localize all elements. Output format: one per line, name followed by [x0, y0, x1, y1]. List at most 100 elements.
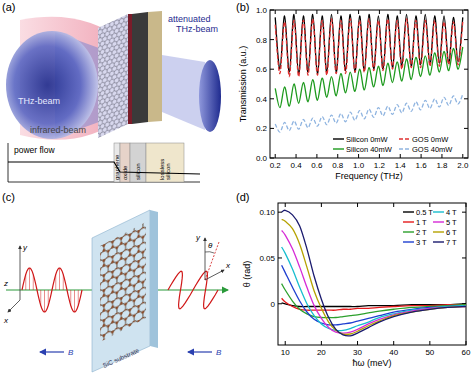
label-line: lossless: [159, 159, 165, 180]
polarization-line: [205, 242, 219, 280]
legend-label: 2 T: [416, 228, 427, 237]
label-line: attenuated: [168, 14, 211, 24]
axis-arrow: [8, 300, 20, 312]
x-tick: [379, 154, 380, 158]
series-line: [282, 230, 466, 333]
x-tick: [441, 10, 442, 14]
panel-c: (c)SiC substrateyxzθyxBB: [2, 191, 231, 372]
y-tick-label: 0: [271, 300, 276, 309]
plot-frame: [278, 203, 466, 345]
thz-beam: [6, 31, 98, 139]
y-axis-label: Transmission (a.u.): [238, 46, 248, 123]
panel-label: (c): [2, 191, 15, 203]
legend-label: Silicon 0mW: [346, 135, 389, 144]
x-tick-label: 60: [462, 348, 471, 357]
legend-swatch: [333, 148, 344, 149]
x-tick-label: 1.4: [395, 161, 407, 170]
x-tick: [393, 341, 394, 345]
y-tick: [464, 10, 468, 11]
y-axis-label: θ (rad): [242, 261, 252, 288]
y-tick-label: 0.6: [256, 65, 268, 74]
series-line: [282, 284, 466, 318]
power-flow-curve: [8, 162, 200, 174]
layer-column: [130, 143, 146, 182]
axis-arrow: [205, 270, 224, 280]
series-line: [275, 47, 463, 108]
x-tick: [462, 10, 463, 14]
legend-swatch: [403, 211, 414, 212]
legend-label: 7 T: [446, 238, 457, 247]
y-tick: [464, 128, 468, 129]
wave-field: [25, 274, 26, 290]
y-tick-label: 0.4: [256, 95, 268, 104]
legend-swatch: [399, 138, 410, 139]
label-line: THz-beam: [176, 24, 218, 34]
y-tick: [278, 257, 282, 258]
label-line: silicon: [166, 163, 172, 180]
x-tick-label: 1.0: [353, 161, 365, 170]
legend-label: 6 T: [446, 228, 457, 237]
series-group: [282, 210, 466, 336]
x-tick-label: 0.8: [332, 161, 344, 170]
x-tick: [429, 203, 430, 207]
layer-column: [146, 143, 184, 182]
x-tick-label: 30: [353, 348, 362, 357]
y-tick: [278, 212, 282, 213]
x-tick: [275, 10, 276, 14]
wave-field: [33, 274, 34, 290]
substrate-side: [150, 210, 158, 348]
y-tick-label: 1.0: [256, 6, 268, 15]
x-tick: [400, 10, 401, 14]
x-tick: [421, 154, 422, 158]
axis-letter: x: [3, 316, 9, 325]
y-tick: [278, 303, 282, 304]
y-tick-label: 0.2: [256, 124, 268, 133]
legend-label: 0.5 T: [416, 208, 433, 217]
x-tick-label: 40: [389, 348, 398, 357]
y-tick: [464, 69, 468, 70]
x-tick: [421, 10, 422, 14]
x-tick: [357, 341, 358, 345]
legend-swatch: [333, 138, 344, 139]
legend-swatch: [433, 221, 444, 222]
x-tick: [275, 154, 276, 158]
x-tick: [316, 10, 317, 14]
lens: [199, 60, 221, 132]
legend-label: Silicon 40mW: [346, 145, 393, 154]
legend-swatch: [403, 231, 414, 232]
y-tick: [462, 257, 466, 258]
lossless-silicon-layer: [148, 11, 162, 122]
x-axis-label: Frequency (THz): [335, 171, 403, 181]
y-tick: [464, 39, 468, 40]
wave-field: [59, 268, 60, 290]
wave-field: [48, 290, 49, 306]
x-tick: [357, 203, 358, 207]
series-line: [275, 14, 463, 73]
axis-arrow: [20, 246, 21, 300]
legend-label: 5 T: [446, 218, 457, 227]
legend-swatch: [433, 231, 444, 232]
y-tick: [270, 128, 274, 129]
x-tick-label: 1.2: [374, 161, 386, 170]
y-tick: [464, 158, 468, 159]
axis-letter: y: [22, 243, 28, 252]
substrate-label: SiC substrate: [102, 346, 141, 368]
series-line: [275, 19, 463, 77]
x-tick-label: 1.6: [416, 161, 428, 170]
series-line: [282, 219, 466, 334]
x-tick-label: 2.0: [457, 161, 469, 170]
legend-swatch: [399, 148, 410, 149]
wave-field: [55, 274, 56, 290]
x-tick: [296, 154, 297, 158]
legend-label: 3 T: [416, 238, 427, 247]
x-tick: [337, 10, 338, 14]
panel-label: (a): [2, 1, 15, 13]
wave-field: [29, 268, 30, 290]
x-tick-label: 50: [425, 348, 434, 357]
axis-letter: y: [195, 233, 201, 242]
x-tick: [400, 154, 401, 158]
x-tick: [462, 154, 463, 158]
x-tick: [285, 341, 286, 345]
series-line: [275, 94, 463, 132]
legend: Silicon 0mWSilicon 40mWGOS 0mWGOS 40mW: [333, 135, 453, 154]
